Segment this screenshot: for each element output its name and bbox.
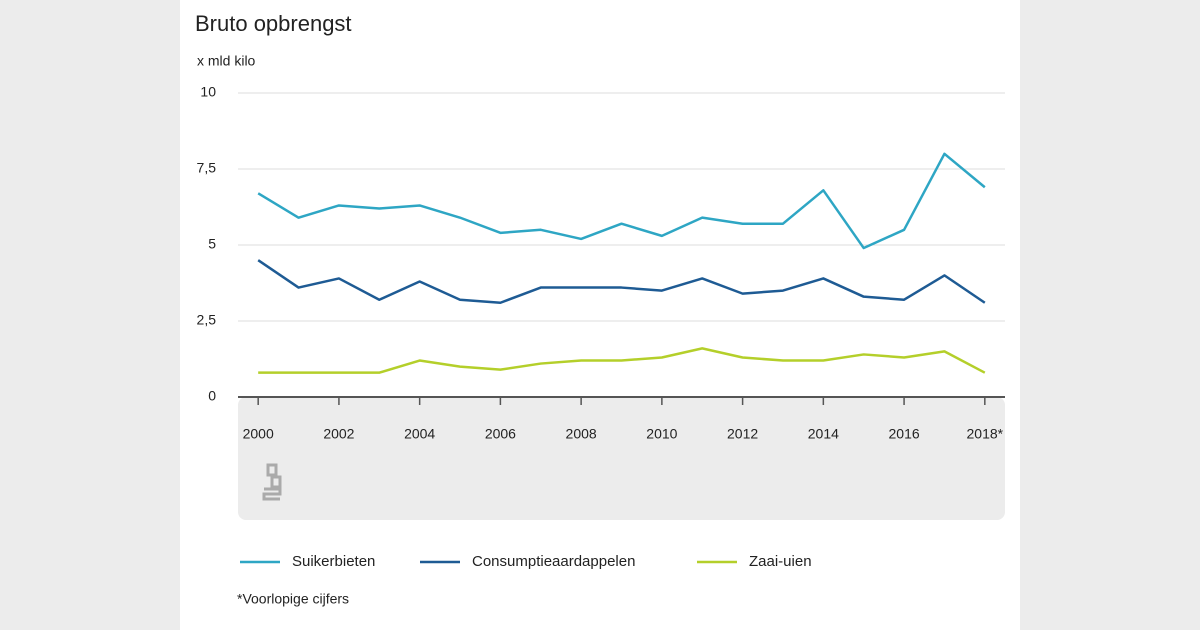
x-tick-label: 2016 <box>889 426 920 442</box>
legend-label: Zaai-uien <box>749 553 812 570</box>
y-tick-label: 10 <box>200 84 216 100</box>
series-line <box>258 347 986 374</box>
x-tick-label: 2010 <box>646 426 677 442</box>
x-tick-label: 2012 <box>727 426 758 442</box>
y-tick-label: 5 <box>208 236 216 252</box>
x-tick-label: 2018* <box>967 426 1004 442</box>
axis-band <box>238 397 1005 520</box>
y-tick-label: 2,5 <box>197 312 217 328</box>
cbs-logo <box>262 463 282 501</box>
y-axis-label: x mld kilo <box>197 53 256 69</box>
chart-title: Bruto opbrengst <box>195 11 352 36</box>
x-tick-label: 2000 <box>243 426 274 442</box>
note: *Voorlopige cijfers <box>237 591 349 607</box>
x-tick-label: 2008 <box>566 426 597 442</box>
y-tick-label: 7,5 <box>197 160 217 176</box>
y-tick-label: 0 <box>208 388 216 404</box>
x-tick-label: 2002 <box>323 426 354 442</box>
panel <box>180 0 1020 630</box>
legend-label: Consumptieaardappelen <box>472 553 635 570</box>
legend-label: Suikerbieten <box>292 553 375 570</box>
x-tick-label: 2004 <box>404 426 435 442</box>
x-tick-label: 2014 <box>808 426 839 442</box>
series-line <box>257 259 986 305</box>
series-line <box>257 152 986 250</box>
x-tick-label: 2006 <box>485 426 516 442</box>
